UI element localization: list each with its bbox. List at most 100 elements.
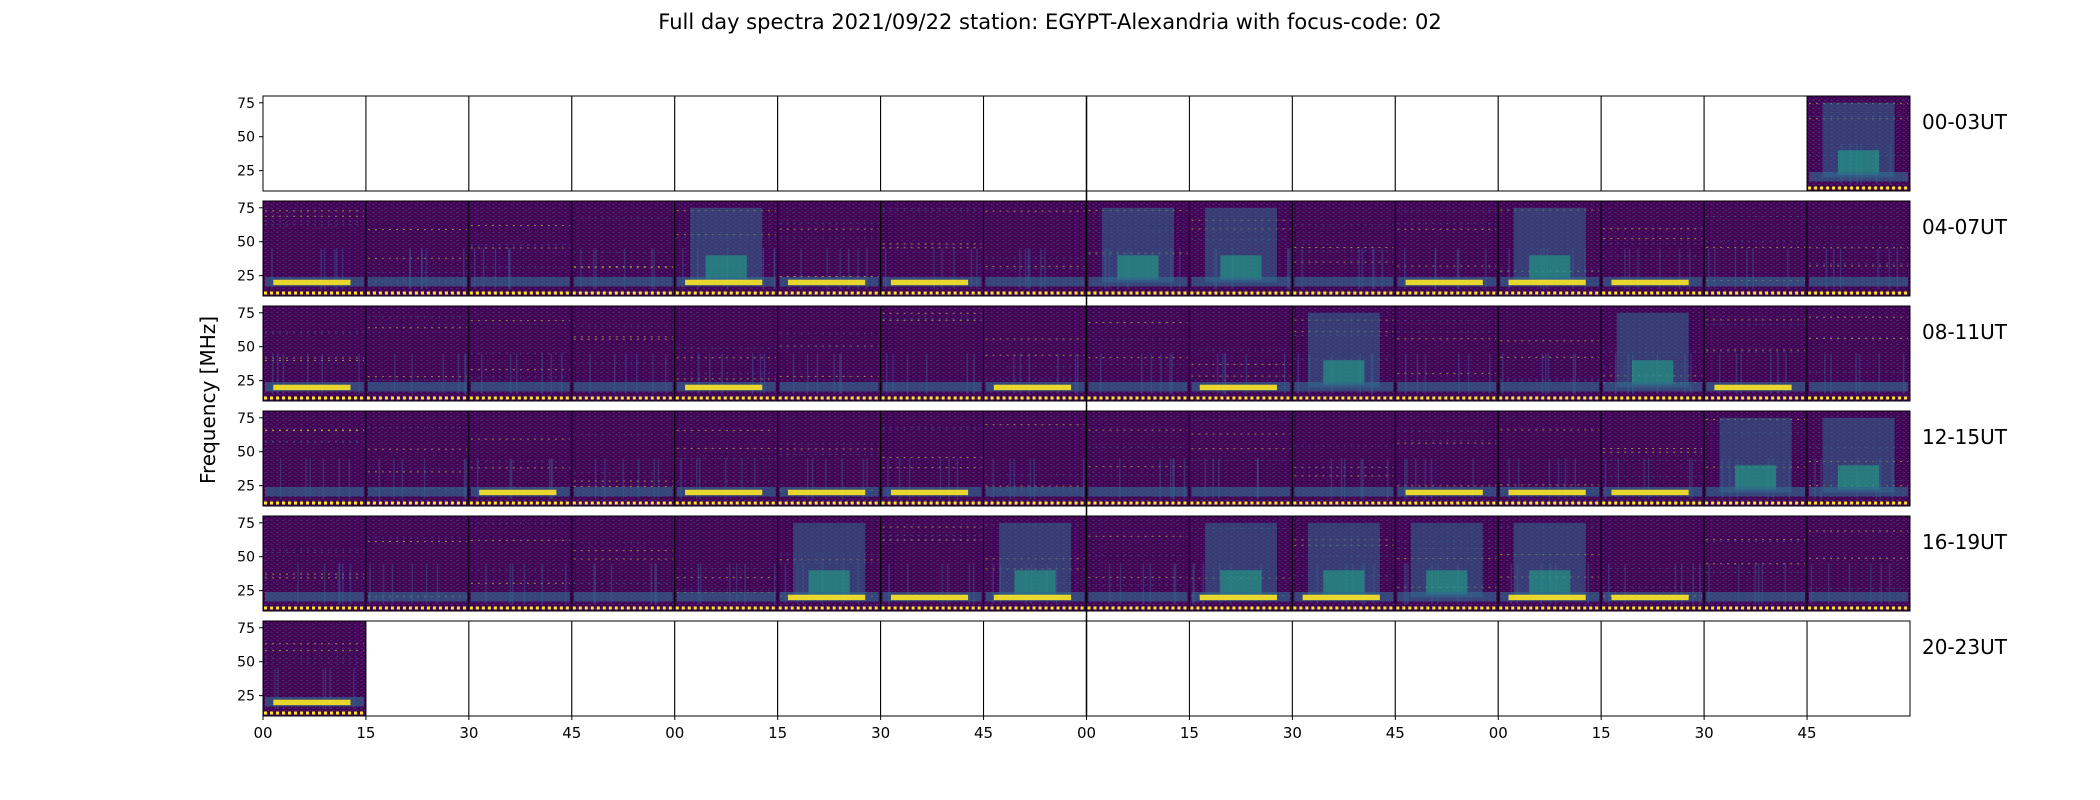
spectrum-panel bbox=[777, 515, 882, 612]
spectrum-panel bbox=[1600, 305, 1705, 402]
spectrum-panel bbox=[1600, 200, 1705, 297]
spectrum-panel bbox=[777, 305, 882, 402]
spectrum-panel bbox=[1600, 620, 1705, 717]
spectrum-panel bbox=[1291, 200, 1396, 297]
spectrum-panel bbox=[1497, 515, 1602, 612]
spectrum-panel bbox=[674, 200, 779, 297]
y-tick-label: 50 bbox=[237, 655, 255, 671]
x-tick-label: 30 bbox=[1283, 724, 1302, 742]
spectrum-panel bbox=[1394, 620, 1499, 717]
spectrum-panel bbox=[1497, 200, 1602, 297]
spectrum-panel bbox=[468, 410, 573, 507]
spectrum-panel bbox=[880, 200, 985, 297]
spectrum-panel bbox=[1188, 305, 1293, 402]
x-tick-label: 30 bbox=[871, 724, 890, 742]
spectrum-panel bbox=[1086, 200, 1190, 297]
row-label: 04-07UT bbox=[1922, 215, 2007, 239]
y-tick-label: 25 bbox=[237, 479, 255, 495]
spectrum-panel bbox=[1291, 410, 1396, 507]
spectrum-panel bbox=[468, 620, 573, 717]
spectrum-panel bbox=[880, 410, 985, 507]
y-tick-label: 75 bbox=[237, 96, 255, 112]
spectrum-panel bbox=[1188, 410, 1293, 507]
spectrum-panel bbox=[1806, 620, 1911, 717]
spectrum-panel bbox=[1703, 515, 1808, 612]
spectrum-panel bbox=[1394, 305, 1499, 402]
chart-title: Full day spectra 2021/09/22 station: EGY… bbox=[658, 10, 1442, 34]
spectrum-panel bbox=[365, 410, 470, 507]
spectrum-panel bbox=[468, 95, 573, 192]
spectrum-panel bbox=[777, 95, 882, 192]
spectrum-panel bbox=[880, 620, 985, 717]
spectrum-panel bbox=[880, 515, 985, 612]
spectrum-panel bbox=[571, 95, 676, 192]
spectrum-panel bbox=[365, 305, 470, 402]
spectrum-panel bbox=[777, 410, 882, 507]
y-tick-label: 25 bbox=[237, 374, 255, 390]
y-tick-label: 25 bbox=[237, 164, 255, 180]
y-tick-label: 50 bbox=[237, 340, 255, 356]
y-tick-label: 25 bbox=[237, 689, 255, 705]
x-tick-label: 45 bbox=[1386, 724, 1405, 742]
spectrum-panel bbox=[1188, 620, 1293, 717]
spectrum-panel bbox=[1394, 515, 1499, 612]
spectrum-panel bbox=[1806, 515, 1911, 612]
spectrum-panel bbox=[1291, 515, 1396, 612]
spectrum-panel bbox=[880, 95, 985, 192]
spectrum-panel bbox=[1188, 515, 1293, 612]
spectrum-panel bbox=[365, 620, 470, 717]
spectrum-panel bbox=[468, 305, 573, 402]
x-tick-label: 00 bbox=[253, 724, 272, 742]
x-tick-label: 30 bbox=[459, 724, 478, 742]
spectrum-panel bbox=[674, 515, 779, 612]
y-tick-label: 50 bbox=[237, 550, 255, 566]
spectrum-panel bbox=[1703, 410, 1808, 507]
spectrum-panel bbox=[1086, 515, 1190, 612]
spectrum-panel bbox=[1497, 410, 1602, 507]
spectrum-panel bbox=[777, 200, 882, 297]
x-tick-label: 00 bbox=[1489, 724, 1508, 742]
x-tick-label: 30 bbox=[1695, 724, 1714, 742]
row-label: 16-19UT bbox=[1922, 530, 2007, 554]
y-tick-label: 50 bbox=[237, 235, 255, 251]
spectrum-panel bbox=[983, 515, 1087, 612]
spectrum-panel bbox=[1600, 410, 1705, 507]
x-tick-label: 15 bbox=[356, 724, 375, 742]
y-tick-label: 75 bbox=[237, 201, 255, 217]
spectrum-panel bbox=[1188, 200, 1293, 297]
spectrum-panel bbox=[674, 305, 779, 402]
row-label: 12-15UT bbox=[1922, 425, 2007, 449]
spectrum-panel bbox=[468, 515, 573, 612]
x-tick-label: 45 bbox=[1798, 724, 1817, 742]
spectrum-panel bbox=[1394, 200, 1499, 297]
spectrum-panel bbox=[1394, 410, 1499, 507]
row-label: 20-23UT bbox=[1922, 635, 2007, 659]
spectrum-panel bbox=[468, 200, 573, 297]
y-tick-label: 75 bbox=[237, 621, 255, 637]
spectrum-panel bbox=[1497, 95, 1602, 192]
spectrum-panel bbox=[1086, 305, 1190, 402]
spectrum-panel bbox=[1497, 305, 1602, 402]
spectrum-panel bbox=[262, 200, 367, 297]
x-tick-label: 45 bbox=[562, 724, 581, 742]
spectrum-panel bbox=[262, 620, 367, 717]
x-tick-label: 00 bbox=[1077, 724, 1096, 742]
spectrum-panel bbox=[983, 95, 1087, 192]
spectrum-panel bbox=[1806, 200, 1911, 297]
spectrum-panel bbox=[1600, 95, 1705, 192]
spectrum-panel bbox=[1497, 620, 1602, 717]
x-tick-label: 15 bbox=[768, 724, 787, 742]
spectrum-panel bbox=[571, 410, 676, 507]
spectrum-panel bbox=[983, 305, 1087, 402]
spectrum-panel bbox=[1806, 95, 1911, 192]
x-tick-label: 00 bbox=[665, 724, 684, 742]
spectrum-panel bbox=[674, 410, 779, 507]
spectrum-panel bbox=[1086, 620, 1190, 717]
x-tick-label: 15 bbox=[1180, 724, 1199, 742]
spectrum-panel bbox=[262, 410, 367, 507]
row-label: 00-03UT bbox=[1922, 110, 2007, 134]
spectrum-panel bbox=[983, 410, 1087, 507]
y-tick-label: 25 bbox=[237, 269, 255, 285]
spectrum-panel bbox=[1291, 305, 1396, 402]
